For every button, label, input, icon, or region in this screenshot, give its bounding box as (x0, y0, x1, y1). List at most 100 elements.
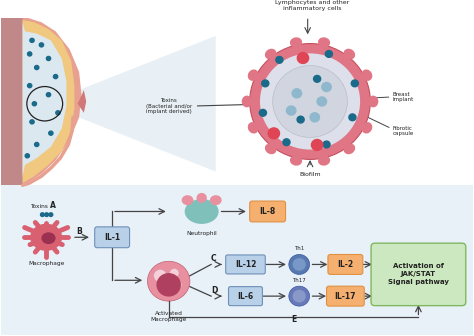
Circle shape (154, 269, 167, 282)
Circle shape (325, 50, 332, 57)
Text: Macrophage: Macrophage (28, 261, 64, 266)
Text: Breast
Implant: Breast Implant (392, 91, 414, 102)
Ellipse shape (362, 122, 372, 133)
Circle shape (35, 142, 39, 146)
Ellipse shape (197, 193, 207, 203)
Circle shape (292, 290, 306, 302)
Text: Th17: Th17 (292, 278, 306, 283)
Text: Lymphocytes and other
inflammatory cells: Lymphocytes and other inflammatory cells (275, 0, 349, 11)
Circle shape (45, 213, 48, 216)
Text: C: C (211, 254, 217, 263)
Ellipse shape (368, 96, 378, 108)
Ellipse shape (182, 195, 193, 205)
Circle shape (40, 213, 44, 216)
Circle shape (276, 56, 283, 63)
Ellipse shape (290, 37, 302, 47)
Ellipse shape (248, 122, 258, 133)
Ellipse shape (318, 156, 330, 166)
Ellipse shape (210, 195, 222, 205)
Circle shape (46, 93, 51, 97)
Text: IL-2: IL-2 (337, 260, 354, 269)
Circle shape (46, 56, 51, 60)
Circle shape (322, 82, 331, 91)
Circle shape (351, 80, 358, 87)
Circle shape (292, 258, 306, 271)
Circle shape (30, 120, 34, 124)
Circle shape (289, 286, 310, 306)
Circle shape (314, 76, 320, 82)
Circle shape (292, 89, 301, 98)
Ellipse shape (318, 37, 330, 47)
Ellipse shape (30, 224, 62, 251)
Circle shape (160, 284, 170, 294)
Circle shape (311, 139, 323, 151)
Text: D: D (211, 286, 218, 295)
Text: IL-6: IL-6 (237, 292, 254, 301)
Text: A: A (50, 201, 56, 210)
Ellipse shape (147, 261, 190, 301)
Text: Biofilm: Biofilm (299, 172, 321, 177)
Circle shape (49, 213, 53, 216)
Text: Th1: Th1 (294, 246, 304, 251)
Circle shape (283, 139, 290, 145)
Text: IL-1: IL-1 (104, 233, 120, 242)
Ellipse shape (185, 199, 219, 224)
Circle shape (27, 52, 32, 56)
Ellipse shape (242, 96, 252, 108)
Circle shape (250, 44, 370, 159)
Ellipse shape (344, 143, 355, 154)
Text: Fibrotic
capsule: Fibrotic capsule (392, 126, 414, 136)
Polygon shape (1, 18, 23, 185)
Circle shape (297, 53, 309, 64)
Text: E: E (291, 315, 296, 324)
FancyBboxPatch shape (250, 201, 285, 222)
Ellipse shape (290, 156, 302, 166)
Text: B: B (76, 227, 82, 236)
Polygon shape (23, 18, 82, 185)
Circle shape (310, 113, 319, 122)
Circle shape (286, 106, 296, 115)
Circle shape (25, 154, 29, 158)
Ellipse shape (265, 49, 276, 59)
FancyBboxPatch shape (1, 185, 473, 335)
Circle shape (260, 53, 360, 150)
Ellipse shape (344, 49, 355, 59)
Polygon shape (23, 20, 74, 183)
Polygon shape (23, 22, 66, 176)
Circle shape (56, 111, 60, 115)
Text: IL-12: IL-12 (235, 260, 256, 269)
Circle shape (54, 75, 58, 79)
FancyBboxPatch shape (327, 286, 364, 306)
Circle shape (39, 43, 44, 47)
FancyBboxPatch shape (226, 255, 265, 274)
Circle shape (349, 114, 356, 121)
Ellipse shape (248, 70, 258, 81)
Circle shape (323, 141, 330, 148)
Text: Activation of
JAK/STAT
Signal pathway: Activation of JAK/STAT Signal pathway (388, 263, 449, 285)
Circle shape (27, 84, 32, 88)
Circle shape (259, 110, 266, 116)
Circle shape (30, 38, 34, 42)
Polygon shape (78, 90, 86, 113)
FancyBboxPatch shape (95, 227, 129, 248)
FancyBboxPatch shape (328, 254, 363, 275)
FancyBboxPatch shape (371, 243, 466, 306)
Text: Toxins: Toxins (30, 204, 47, 209)
Ellipse shape (265, 143, 276, 154)
Circle shape (297, 116, 304, 123)
Circle shape (317, 97, 327, 106)
Circle shape (268, 128, 280, 139)
Circle shape (273, 66, 347, 137)
Circle shape (35, 66, 39, 70)
Text: IL-8: IL-8 (259, 207, 276, 216)
Circle shape (166, 279, 172, 284)
Circle shape (156, 273, 181, 297)
Text: IL-17: IL-17 (335, 292, 356, 301)
Text: Toxins
(Bacterial and/or
implant derived): Toxins (Bacterial and/or implant derived… (146, 98, 192, 114)
Circle shape (170, 268, 179, 278)
Circle shape (49, 131, 53, 135)
Circle shape (174, 281, 182, 288)
Text: Neutrophil: Neutrophil (186, 231, 217, 236)
Circle shape (32, 102, 36, 106)
Polygon shape (57, 36, 216, 172)
